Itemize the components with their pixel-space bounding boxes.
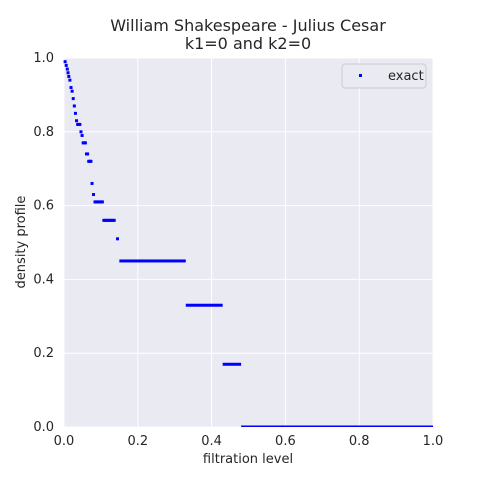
chart-subtitle: k1=0 and k2=0 bbox=[185, 34, 311, 53]
data-point-0-7 bbox=[70, 89, 74, 93]
data-segment-0-2 bbox=[222, 362, 242, 366]
data-segment-0-0 bbox=[119, 259, 186, 263]
y-axis-label: density profile bbox=[14, 196, 29, 289]
grid-lines bbox=[63, 57, 434, 428]
data-point-0-25 bbox=[90, 181, 94, 185]
legend-entry-exact: exact bbox=[388, 69, 424, 84]
data-point-0-24 bbox=[89, 159, 93, 163]
data-point-0-26 bbox=[92, 193, 96, 197]
data-point-0-40 bbox=[112, 218, 116, 222]
data-point-0-15 bbox=[79, 130, 83, 134]
data-point-0-10 bbox=[73, 111, 77, 115]
data-points bbox=[63, 60, 433, 427]
y-tick-label-1: 0.2 bbox=[33, 346, 54, 361]
x-axis-label: filtration level bbox=[203, 452, 293, 467]
data-point-0-6 bbox=[69, 86, 73, 90]
data-point-0-11 bbox=[75, 119, 79, 123]
data-point-0-21 bbox=[86, 152, 90, 156]
y-tick-label-3: 0.6 bbox=[33, 199, 54, 214]
data-point-0-0 bbox=[63, 60, 67, 64]
data-point-0-5 bbox=[68, 78, 72, 82]
x-tick-label-4: 0.8 bbox=[349, 434, 370, 449]
data-point-0-1 bbox=[64, 63, 68, 67]
legend-box bbox=[341, 63, 427, 89]
data-point-0-4 bbox=[67, 74, 71, 78]
x-tick-label-0: 0.0 bbox=[54, 434, 75, 449]
plot-area bbox=[64, 58, 433, 427]
x-tick-label-5: 1.0 bbox=[423, 434, 444, 449]
y-tick-label-5: 1.0 bbox=[33, 51, 54, 66]
legend-marker bbox=[359, 74, 362, 77]
data-point-0-14 bbox=[78, 122, 82, 126]
y-tick-label-0: 0.0 bbox=[33, 420, 54, 435]
data-point-0-19 bbox=[83, 141, 87, 145]
data-point-0-9 bbox=[72, 104, 76, 108]
legend: exact bbox=[341, 63, 427, 89]
data-point-0-8 bbox=[71, 97, 75, 101]
data-point-0-41 bbox=[116, 237, 120, 241]
data-point-0-32 bbox=[100, 200, 104, 204]
data-segment-0-1 bbox=[185, 303, 223, 307]
x-tick-labels: 0.0 0.2 0.4 0.6 0.8 1.0 bbox=[54, 434, 444, 449]
x-tick-label-1: 0.2 bbox=[127, 434, 148, 449]
x-tick-label-2: 0.4 bbox=[201, 434, 222, 449]
data-point-0-3 bbox=[66, 71, 70, 75]
data-point-0-16 bbox=[80, 133, 84, 137]
chart-title: William Shakespeare - Julius Cesar bbox=[110, 16, 386, 35]
y-tick-label-2: 0.4 bbox=[33, 272, 54, 287]
y-tick-label-4: 0.8 bbox=[33, 125, 54, 140]
data-point-0-2 bbox=[65, 67, 69, 71]
y-tick-labels: 0.0 0.2 0.4 0.6 0.8 1.0 bbox=[33, 51, 54, 435]
x-tick-label-3: 0.6 bbox=[275, 434, 296, 449]
data-segment-0-3 bbox=[241, 425, 433, 427]
